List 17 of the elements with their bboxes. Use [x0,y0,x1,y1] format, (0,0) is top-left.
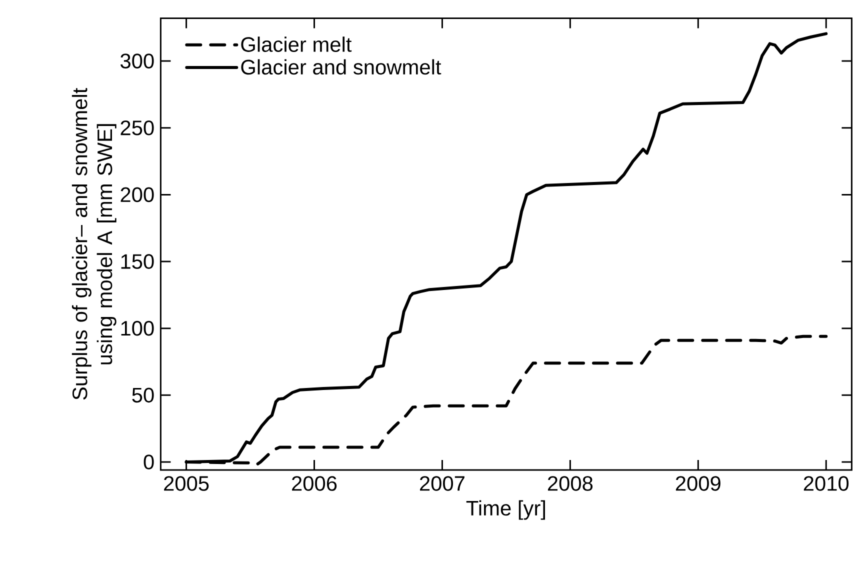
x-tick-label: 2005 [164,476,209,491]
y-axis-title: Surplus of glacier– and snowmelt using model A [mm SWE] [72,88,116,400]
legend-label: Glacier and snowmelt [241,59,442,75]
x-tick-label: 2009 [676,476,720,491]
x-tick-label: 2010 [804,476,849,491]
x-tick-label: 2007 [420,476,464,491]
legend-label: Glacier melt [241,36,352,52]
y-tick-label: 200 [120,187,154,202]
y-tick-label: 0 [144,454,154,470]
x-tick-label: 2008 [548,476,593,491]
y-tick-label: 250 [120,120,154,136]
y-tick-label: 300 [120,54,154,68]
x-axis-title: Time [yr] [466,500,545,520]
x-tick-label: 2006 [292,476,337,491]
y-tick-label: 100 [121,320,154,336]
y-tick-label: 50 [132,388,154,403]
y-tick-label: 150 [121,254,154,269]
